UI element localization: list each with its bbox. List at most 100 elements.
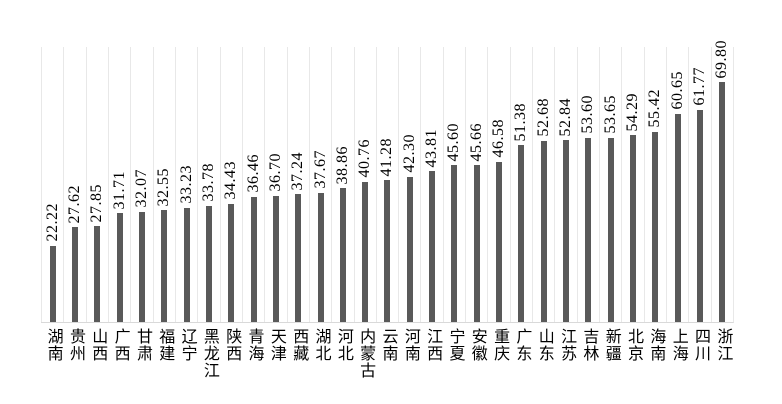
category-cell: 40.76 内蒙古 (353, 47, 376, 379)
category-label: 吉林 (580, 328, 598, 362)
category-cell: 69.80 浙江 (710, 40, 733, 362)
plot-area: 22.22 湖南 27.62 贵州 27.85 山西 31.71 广西 32.07 甘肃 32.55… (41, 40, 734, 379)
category-label: 宁夏 (446, 328, 464, 362)
category-label: 上海 (669, 328, 687, 362)
bar-value-label: 33.78 (199, 163, 217, 202)
bar-value-label: 46.58 (490, 119, 508, 158)
category-label: 湖南 (44, 328, 62, 362)
category-label: 内蒙古 (357, 328, 375, 379)
category-label: 海南 (647, 328, 665, 362)
category-cell: 52.68 山东 (532, 47, 554, 362)
category-cell: 52.84 江苏 (554, 47, 576, 362)
bar-value-label: 37.67 (311, 150, 329, 189)
bar (473, 165, 480, 322)
bar (71, 227, 78, 322)
bar (161, 210, 168, 322)
bar-value-label: 36.46 (244, 154, 262, 193)
category-cell: 27.85 山西 (85, 47, 108, 362)
bar-value-label: 53.65 (601, 95, 619, 134)
category-cell: 33.23 辽宁 (174, 47, 197, 362)
category-label: 河南 (401, 328, 419, 362)
category-label: 广西 (111, 328, 129, 362)
bar-value-label: 52.84 (557, 97, 575, 137)
bar-value-label: 40.76 (356, 139, 374, 178)
category-cell: 27.62 贵州 (63, 47, 85, 362)
category-cell: 33.78 黑龙江 (197, 47, 219, 379)
bar-value-label: 51.38 (512, 102, 530, 142)
category-label: 云南 (379, 328, 397, 362)
bar (183, 207, 190, 322)
category-cell: 51.38 广东 (509, 47, 532, 362)
category-label: 青海 (245, 328, 263, 362)
bar-value-label: 43.81 (423, 128, 441, 168)
category-label: 江苏 (558, 328, 576, 362)
category-cell: 22.22 湖南 (41, 47, 63, 362)
bar-value-label: 22.22 (43, 203, 61, 242)
bar-value-label: 41.28 (378, 137, 396, 177)
bar (384, 180, 391, 322)
category-label: 陕西 (223, 328, 241, 362)
category-label: 辽宁 (178, 328, 196, 362)
category-cell: 34.43 陕西 (219, 47, 242, 362)
category-cell: 61.77 四川 (688, 47, 710, 362)
bar-value-label: 27.62 (65, 184, 83, 224)
category-cell: 45.66 安徽 (465, 47, 487, 362)
bar-value-label: 45.60 (445, 122, 463, 162)
category-cell: 54.29 北京 (621, 47, 643, 362)
bar (697, 109, 703, 322)
bar (272, 195, 279, 322)
category-label: 广东 (513, 328, 531, 362)
category-label: 安徽 (468, 328, 486, 362)
category-cell: 46.58 重庆 (487, 47, 509, 362)
bar (585, 137, 592, 322)
bar-value-label: 54.29 (624, 92, 642, 132)
category-cell: 37.67 湖北 (308, 47, 331, 362)
category-cell: 41.28 云南 (375, 47, 398, 362)
category-cell: 53.60 吉林 (576, 47, 599, 362)
bar (429, 171, 436, 322)
bar-value-label: 33.23 (177, 165, 195, 204)
category-cell: 36.70 天津 (264, 47, 286, 362)
category-label: 四川 (692, 328, 709, 362)
bar (496, 161, 503, 322)
category-cell: 43.81 江西 (420, 47, 442, 362)
bar-value-label: 37.24 (289, 151, 307, 191)
bar-value-label: 32.07 (132, 169, 150, 208)
bar-value-label: 38.86 (333, 145, 351, 185)
bar (362, 181, 369, 322)
category-label: 甘肃 (133, 328, 151, 362)
category-cell: 60.65 上海 (666, 47, 688, 362)
bar-value-label: 61.77 (691, 67, 708, 106)
bar (406, 176, 413, 322)
category-cell: 42.30 河南 (398, 47, 420, 362)
category-label: 江西 (424, 328, 442, 362)
bar (674, 113, 681, 322)
category-label: 黑龙江 (200, 328, 218, 379)
bar-value-label: 69.80 (713, 39, 731, 79)
bar (250, 196, 257, 322)
category-label: 贵州 (66, 328, 84, 362)
bar (205, 205, 212, 322)
bar (317, 192, 324, 322)
bar (719, 82, 726, 322)
category-label: 新疆 (602, 328, 620, 362)
category-label: 西藏 (290, 328, 308, 362)
category-cell: 45.60 宁夏 (442, 47, 465, 362)
category-cell: 31.71 广西 (107, 47, 130, 362)
bar (116, 213, 123, 322)
bar-value-label: 27.85 (88, 183, 106, 223)
bar-value-label: 32.55 (155, 167, 173, 207)
bar (630, 135, 637, 322)
bar (94, 226, 101, 322)
bar-value-label: 52.68 (534, 98, 552, 137)
bar (49, 245, 56, 322)
category-label: 天津 (267, 328, 285, 362)
bar (339, 188, 346, 322)
category-label: 湖北 (312, 328, 330, 362)
category-cell: 37.24 西藏 (286, 47, 309, 362)
bar-value-label: 31.71 (110, 170, 128, 210)
bar-value-label: 53.60 (579, 95, 597, 134)
bar (228, 203, 235, 322)
bar (607, 137, 614, 322)
